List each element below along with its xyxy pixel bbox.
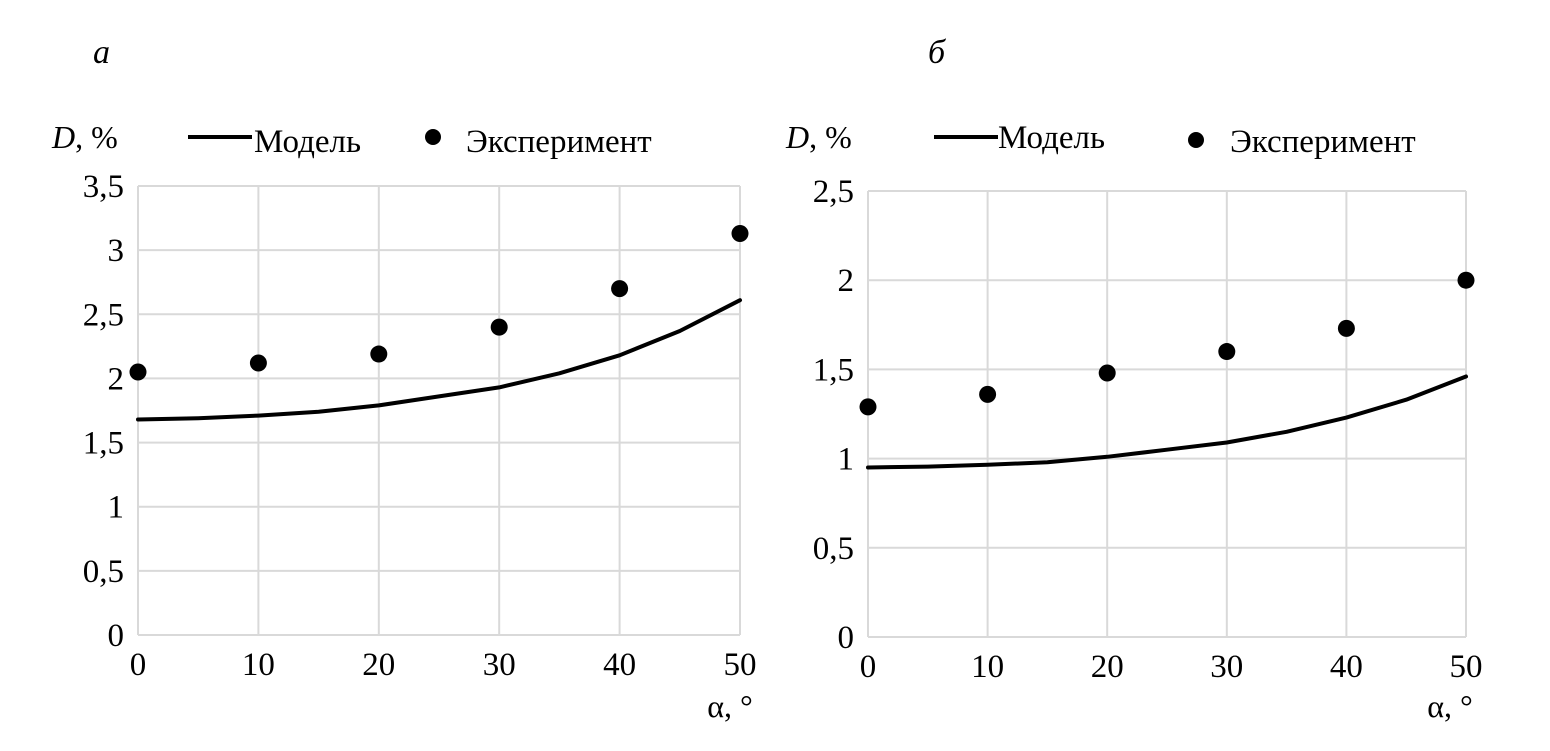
y-tick-label: 0,5 [83, 554, 124, 590]
legend-label-experiment: Эксперимент [1230, 124, 1416, 160]
experiment-point [490, 318, 508, 336]
y-tick-label: 1 [838, 442, 855, 478]
experiment-point [859, 398, 877, 416]
y-axis-symbol: D [785, 119, 809, 155]
x-tick-label: 20 [1091, 649, 1124, 685]
y-tick-label: 0,5 [813, 531, 854, 567]
experiment-point [1457, 271, 1475, 289]
y-tick-label: 2,5 [83, 297, 124, 333]
y-tick-label: 1 [108, 490, 125, 526]
y-axis-unit: , % [809, 119, 852, 155]
y-tick-label: 3 [108, 233, 125, 269]
y-tick-label: 3,5 [83, 169, 124, 205]
y-tick-label: 1,5 [83, 426, 124, 462]
y-axis-unit: , % [75, 119, 118, 155]
experiment-point [370, 345, 388, 363]
y-axis-title: D, % [785, 119, 852, 155]
y-tick-label: 0 [108, 618, 125, 654]
y-tick-label: 1,5 [813, 352, 854, 388]
legend-dot-marker [1188, 132, 1204, 148]
experiment-point [249, 354, 267, 372]
x-tick-label: 20 [362, 647, 395, 683]
legend-label-experiment: Эксперимент [466, 124, 652, 160]
y-tick-label: 2,5 [813, 174, 854, 210]
x-tick-label: 50 [724, 647, 757, 683]
panel-label: б [928, 34, 947, 71]
experiment-point [129, 363, 147, 381]
y-axis-title: D, % [51, 119, 118, 155]
legend-dot-marker [425, 129, 441, 145]
x-tick-label: 0 [860, 649, 877, 685]
chart-panel-b: 0 10 20 30 40 50 0 0,5 1 1,5 2 2,5 б D, % α, ° Модель Эк… [785, 34, 1483, 724]
experiment-point [611, 280, 629, 298]
x-tick-label: 40 [603, 647, 636, 683]
x-axis-title: α, ° [1427, 688, 1473, 724]
x-tick-label: 40 [1330, 649, 1363, 685]
experiment-point [1098, 364, 1116, 382]
legend-label-model: Модель [254, 124, 361, 160]
x-tick-label: 10 [242, 647, 275, 683]
model-curve [866, 374, 1468, 470]
panel-label: а [93, 34, 110, 71]
x-tick-label: 0 [130, 647, 147, 683]
y-tick-label: 0 [838, 620, 855, 656]
model-curve [136, 298, 742, 422]
x-tick-label: 30 [483, 647, 516, 683]
experiment-point [1337, 319, 1355, 337]
y-tick-label: 2 [108, 361, 125, 397]
legend-label-model: Модель [998, 120, 1105, 156]
y-tick-label: 2 [838, 263, 855, 299]
x-tick-label: 50 [1450, 649, 1483, 685]
experiment-point [731, 224, 749, 242]
y-axis-symbol: D [51, 119, 75, 155]
experiment-point [979, 385, 997, 403]
x-axis-title: α, ° [707, 688, 753, 724]
chart-panel-a: 0 10 20 30 40 50 0 0,5 1 1,5 2 2,5 3 3,5 а D, % α, ° Моде… [51, 34, 757, 724]
experiment-point [1218, 343, 1236, 361]
x-tick-label: 30 [1210, 649, 1243, 685]
x-tick-label: 10 [971, 649, 1004, 685]
